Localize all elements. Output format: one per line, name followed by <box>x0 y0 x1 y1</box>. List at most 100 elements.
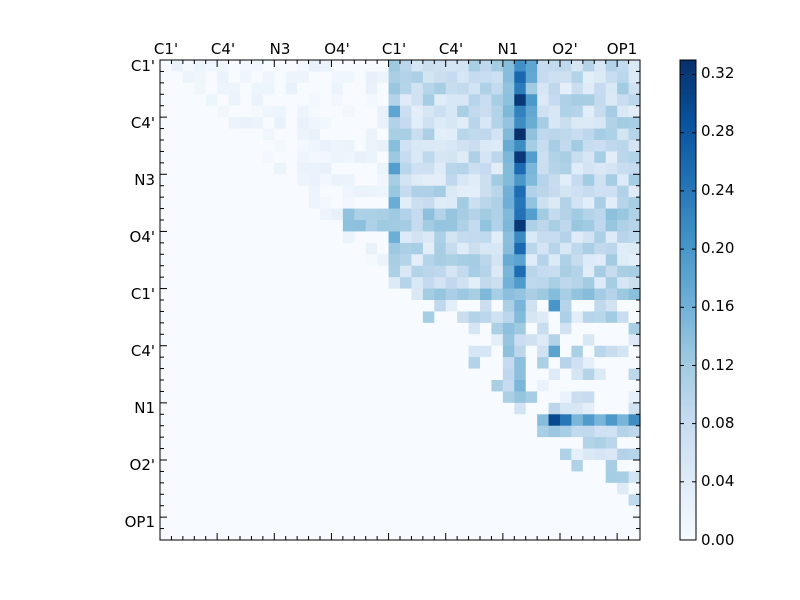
heatmap-cell <box>468 82 481 95</box>
heatmap-cell <box>240 402 253 415</box>
heatmap-cell <box>491 471 504 484</box>
left-tick-label-3: O4' <box>130 228 155 246</box>
heatmap-cell <box>262 448 275 461</box>
heatmap-cell <box>160 517 173 530</box>
heatmap-cell <box>537 300 550 313</box>
heatmap-cell <box>628 220 641 233</box>
heatmap-cell <box>434 345 447 358</box>
heatmap-cell <box>525 174 538 187</box>
heatmap-cell <box>537 162 550 175</box>
heatmap-cell <box>160 437 173 450</box>
heatmap-cell <box>194 162 207 175</box>
heatmap-cell <box>571 197 584 210</box>
heatmap-cell <box>251 345 264 358</box>
heatmap-cell <box>331 391 344 404</box>
heatmap-cell <box>171 242 184 255</box>
heatmap-cell <box>445 288 458 301</box>
heatmap-cell <box>582 174 595 187</box>
heatmap-cell <box>411 128 424 141</box>
heatmap-cell <box>308 185 321 198</box>
heatmap-cell <box>560 528 573 541</box>
heatmap-cell <box>628 140 641 153</box>
heatmap-cell <box>491 82 504 95</box>
heatmap-cell <box>171 528 184 541</box>
heatmap-cell <box>262 71 275 84</box>
heatmap-cell <box>217 117 230 130</box>
heatmap-cell <box>582 300 595 313</box>
heatmap-cell <box>320 174 333 187</box>
heatmap-cell <box>605 288 618 301</box>
heatmap-cell <box>217 505 230 518</box>
heatmap-cell <box>400 94 413 107</box>
heatmap-cell <box>274 391 287 404</box>
heatmap-cell <box>377 494 390 507</box>
heatmap-cell <box>377 94 390 107</box>
heatmap-cell <box>400 242 413 255</box>
heatmap-cell <box>560 505 573 518</box>
heatmap-cell <box>502 128 515 141</box>
heatmap-cell <box>388 197 401 210</box>
heatmap-cell <box>194 128 207 141</box>
heatmap-cell <box>217 254 230 267</box>
heatmap-cell <box>377 128 390 141</box>
heatmap-cell <box>445 128 458 141</box>
heatmap-cell <box>514 254 527 267</box>
heatmap-cell <box>182 82 195 95</box>
heatmap-cell <box>205 311 218 324</box>
heatmap-cell <box>537 505 550 518</box>
heatmap-cell <box>582 425 595 438</box>
heatmap-cell <box>251 82 264 95</box>
heatmap-cell <box>388 425 401 438</box>
heatmap-cell <box>342 368 355 381</box>
heatmap-cell <box>582 242 595 255</box>
heatmap-cell <box>628 197 641 210</box>
heatmap-cell <box>594 220 607 233</box>
heatmap-cell <box>320 242 333 255</box>
heatmap-cell <box>182 357 195 370</box>
heatmap-cell <box>480 105 493 118</box>
heatmap-cell <box>571 517 584 530</box>
heatmap-cell <box>411 414 424 427</box>
heatmap-cell <box>320 357 333 370</box>
heatmap-cell <box>342 82 355 95</box>
heatmap-cell <box>217 460 230 473</box>
heatmap-cell <box>571 505 584 518</box>
heatmap-cell <box>308 517 321 530</box>
heatmap-cell <box>605 151 618 164</box>
heatmap-cell <box>514 448 527 461</box>
heatmap-cell <box>182 128 195 141</box>
heatmap-cell <box>354 174 367 187</box>
heatmap-cell <box>514 208 527 221</box>
heatmap-cell <box>285 300 298 313</box>
heatmap-cell <box>171 197 184 210</box>
heatmap-cell <box>354 288 367 301</box>
heatmap-cell <box>502 60 515 73</box>
heatmap-cell <box>274 208 287 221</box>
heatmap-cell <box>228 220 241 233</box>
heatmap-cell <box>537 402 550 415</box>
heatmap-cell <box>228 471 241 484</box>
heatmap-cell <box>548 345 561 358</box>
top-tick-label-6: N1 <box>498 40 519 58</box>
heatmap-cell <box>320 82 333 95</box>
heatmap-cell <box>582 60 595 73</box>
heatmap-cell <box>160 505 173 518</box>
heatmap-cell <box>194 185 207 198</box>
heatmap-cell <box>262 94 275 107</box>
heatmap-cell <box>182 345 195 358</box>
heatmap-cell <box>502 254 515 267</box>
heatmap-cell <box>594 494 607 507</box>
heatmap-cell <box>217 208 230 221</box>
heatmap-cell <box>560 322 573 335</box>
heatmap-cell <box>468 425 481 438</box>
heatmap-cell <box>354 460 367 473</box>
heatmap-cell <box>354 494 367 507</box>
heatmap-cell <box>400 185 413 198</box>
heatmap-cell <box>605 162 618 175</box>
heatmap-cell <box>331 505 344 518</box>
heatmap-cell <box>388 345 401 358</box>
heatmap-cell <box>548 425 561 438</box>
heatmap-cell <box>537 265 550 278</box>
heatmap-cell <box>205 151 218 164</box>
heatmap-cell <box>605 140 618 153</box>
